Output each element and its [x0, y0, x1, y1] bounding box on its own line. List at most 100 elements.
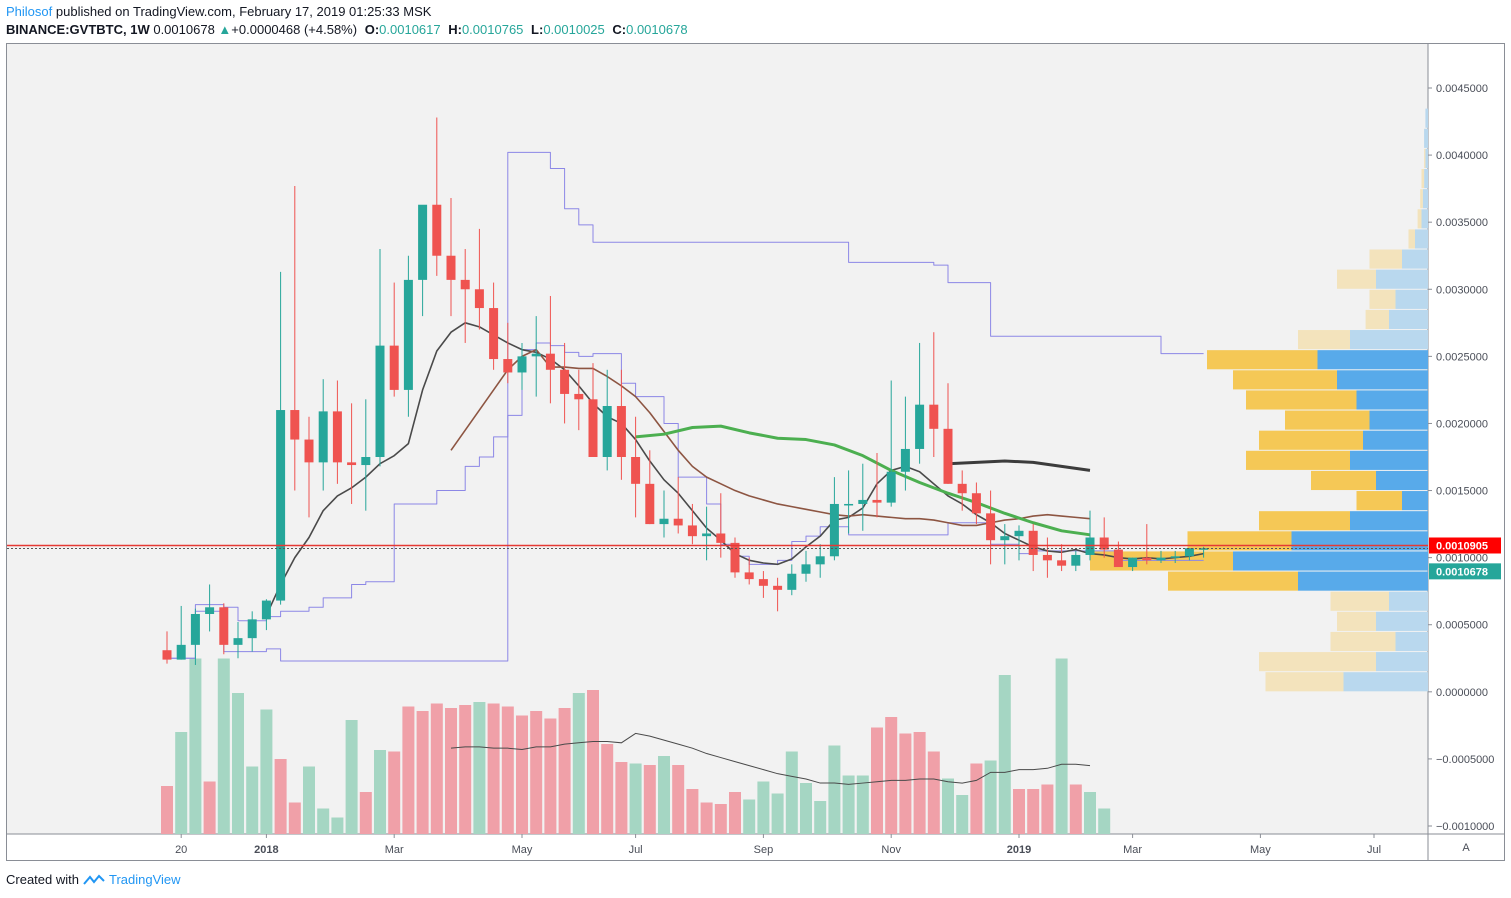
- candle-body[interactable]: [503, 359, 513, 373]
- auto-scale-button[interactable]: A: [1462, 842, 1470, 854]
- y-tick-label: 0.0015000: [1436, 486, 1488, 498]
- candle-body[interactable]: [560, 369, 570, 394]
- candles[interactable]: [162, 117, 1209, 665]
- candle-body[interactable]: [829, 503, 839, 557]
- volume-profile-down-bar: [1376, 470, 1428, 491]
- candle-body[interactable]: [673, 518, 683, 526]
- price-axis[interactable]: 0.0045000 0.0040000 0.0035000 0.0030000 0.00…: [1428, 83, 1494, 833]
- candle-body[interactable]: [943, 428, 953, 484]
- candle-body[interactable]: [190, 613, 200, 645]
- candle-body[interactable]: [446, 255, 456, 280]
- candle-body[interactable]: [432, 204, 442, 256]
- candle-body[interactable]: [702, 533, 712, 537]
- y-tick-label: 0.0005000: [1436, 620, 1488, 632]
- candle-body[interactable]: [247, 619, 257, 639]
- candle-body[interactable]: [858, 499, 868, 504]
- volume-bar: [984, 760, 997, 834]
- candle-body[interactable]: [659, 518, 669, 525]
- chart-frame: [6, 43, 1505, 861]
- candle-body[interactable]: [773, 585, 783, 590]
- candle-body[interactable]: [304, 439, 314, 463]
- time-axis[interactable]: 20 2018 Mar May Jul Sep Nov 2019 Mar May Jul A: [175, 834, 1470, 856]
- candle-body[interactable]: [531, 353, 541, 357]
- candle-body[interactable]: [375, 345, 385, 457]
- candle-body[interactable]: [205, 607, 215, 614]
- candle-body[interactable]: [389, 345, 399, 390]
- volume-bar: [658, 756, 670, 834]
- candle-body[interactable]: [588, 399, 598, 457]
- change-up-icon: ▲: [218, 22, 232, 37]
- candle-body[interactable]: [1014, 530, 1024, 537]
- candle-body[interactable]: [645, 483, 655, 525]
- candle-body[interactable]: [1113, 549, 1123, 568]
- candle-body[interactable]: [687, 525, 697, 537]
- candle-body[interactable]: [403, 279, 413, 390]
- candle-body[interactable]: [574, 393, 584, 400]
- ichimoku-baseline-line: [167, 151, 1204, 662]
- candle-body[interactable]: [986, 513, 996, 541]
- candle-body[interactable]: [744, 572, 754, 580]
- volume-profile-up-bar: [1285, 410, 1370, 430]
- candle-body[interactable]: [474, 289, 484, 309]
- symbol-name[interactable]: BINANCE:GVTBTC, 1W: [6, 22, 150, 37]
- candle-body[interactable]: [489, 308, 499, 360]
- candle-body[interactable]: [219, 607, 229, 645]
- candle-body[interactable]: [176, 644, 186, 660]
- candle-body[interactable]: [1071, 554, 1081, 566]
- candle-body[interactable]: [290, 410, 300, 440]
- candle-body[interactable]: [716, 533, 726, 543]
- candle-body[interactable]: [872, 499, 882, 503]
- tradingview-brand-link[interactable]: TradingView: [108, 872, 181, 887]
- candle-body[interactable]: [1042, 554, 1052, 561]
- candle-body[interactable]: [545, 353, 555, 370]
- volume-bar: [288, 802, 301, 834]
- volume-bar: [942, 778, 954, 834]
- volume-profile-up-bar: [1265, 672, 1344, 692]
- volume-profile-down-bar: [1422, 189, 1428, 209]
- volume-bar: [217, 658, 230, 834]
- candle-body[interactable]: [332, 411, 342, 463]
- candle-body[interactable]: [1184, 548, 1194, 557]
- candle-body[interactable]: [971, 493, 981, 514]
- candle-body[interactable]: [957, 483, 967, 494]
- candle-body[interactable]: [1099, 537, 1109, 550]
- volume-profile-up-bar: [1356, 491, 1402, 511]
- candle-body[interactable]: [276, 410, 286, 601]
- candle-body[interactable]: [616, 406, 626, 457]
- author-link[interactable]: Philosof: [6, 4, 53, 19]
- candle-body[interactable]: [318, 411, 328, 463]
- candle-body[interactable]: [460, 279, 470, 290]
- x-tick-label: Mar: [1123, 844, 1142, 856]
- candle-body[interactable]: [844, 503, 854, 506]
- candle-body[interactable]: [1028, 530, 1038, 555]
- candle-body[interactable]: [162, 650, 172, 660]
- candle-body[interactable]: [787, 573, 797, 590]
- candle-body[interactable]: [1156, 557, 1166, 561]
- candle-body[interactable]: [815, 556, 825, 565]
- candle-body[interactable]: [886, 471, 896, 503]
- candle-body[interactable]: [631, 457, 641, 484]
- volume-bar: [828, 745, 841, 834]
- candle-body[interactable]: [929, 404, 939, 429]
- candle-body[interactable]: [602, 406, 612, 457]
- price-axis-labels: 0.0010905 0.0010678: [1429, 537, 1501, 580]
- candle-body[interactable]: [517, 356, 527, 373]
- candle-body[interactable]: [1000, 536, 1010, 541]
- candle-body[interactable]: [347, 462, 357, 466]
- candle-body[interactable]: [233, 638, 243, 645]
- candle-body[interactable]: [1057, 560, 1067, 566]
- candle-body[interactable]: [261, 600, 271, 620]
- candle-body[interactable]: [801, 564, 811, 574]
- candle-body[interactable]: [418, 204, 428, 280]
- candle-body[interactable]: [1170, 556, 1180, 558]
- candle-body[interactable]: [758, 579, 768, 586]
- candle-body[interactable]: [915, 404, 925, 449]
- volume-bar: [246, 766, 259, 834]
- candle-body[interactable]: [361, 457, 371, 466]
- candle-body[interactable]: [1128, 557, 1138, 568]
- candle-body[interactable]: [900, 448, 910, 472]
- volume-bar: [615, 762, 628, 834]
- candle-body[interactable]: [730, 542, 740, 573]
- candle-body[interactable]: [1142, 557, 1152, 561]
